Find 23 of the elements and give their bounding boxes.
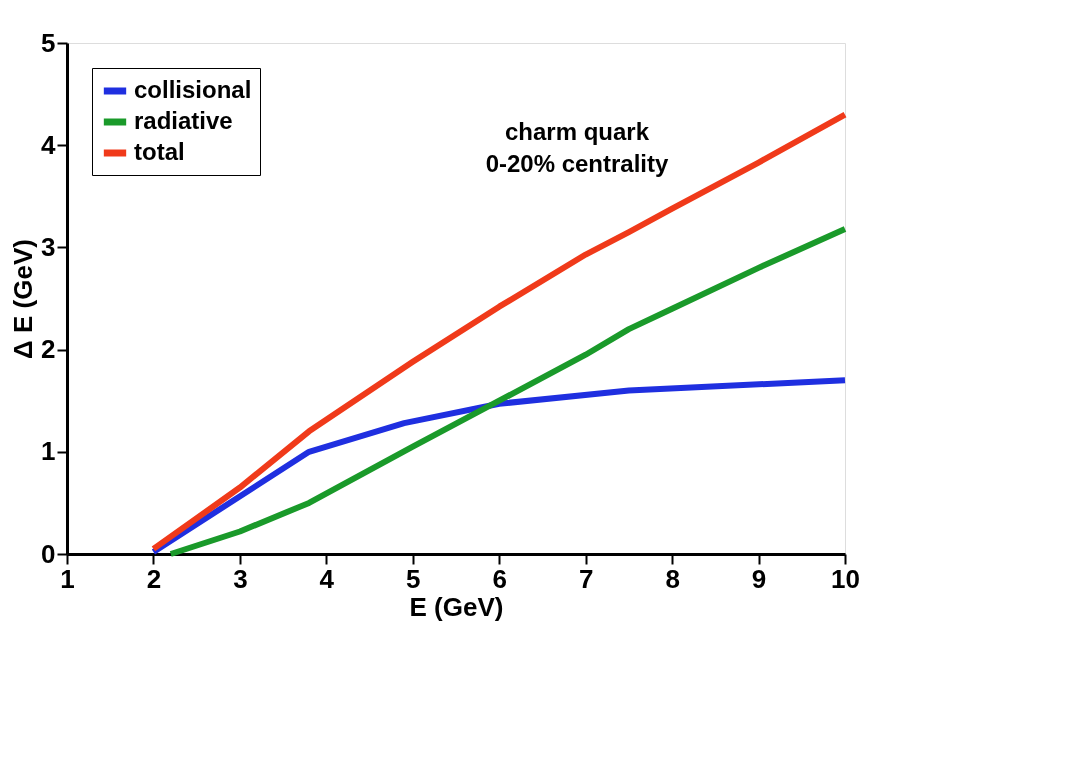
legend-label: collisional	[134, 76, 252, 103]
x-tick-label: 8	[665, 563, 680, 594]
x-tick-label: 9	[751, 563, 767, 594]
x-axis-title: E (GeV)	[409, 591, 504, 622]
x-tick-label: 7	[578, 563, 594, 594]
annotation: charm quark	[504, 118, 650, 145]
y-tick-label: 1	[41, 436, 56, 467]
x-tick-label: 5	[406, 563, 421, 594]
x-tick-label: 2	[146, 563, 162, 594]
legend-label: total	[134, 138, 185, 165]
x-tick-label: 6	[492, 563, 507, 594]
y-tick-label: 5	[41, 27, 56, 58]
x-tick-label: 4	[319, 563, 335, 594]
legend-label: radiative	[134, 107, 233, 134]
y-tick-label: 0	[41, 538, 56, 569]
x-tick-label: 3	[233, 563, 248, 594]
annotation: 0-20% centrality	[485, 150, 670, 177]
y-axis-title: Δ E (GeV)	[8, 239, 39, 359]
x-tick-label: 10	[831, 563, 860, 594]
y-tick-label: 2	[41, 334, 56, 365]
x-tick-label: 1	[60, 563, 75, 594]
y-tick-label: 4	[41, 129, 57, 160]
y-tick-label: 3	[41, 231, 56, 262]
